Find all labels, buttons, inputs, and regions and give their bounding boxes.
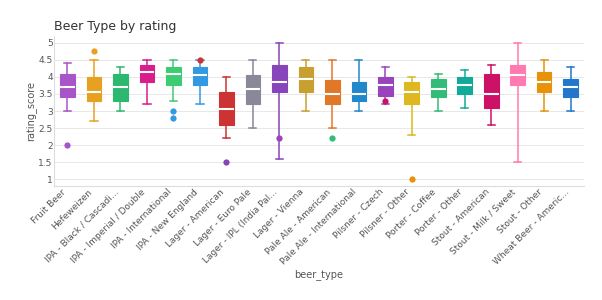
PathPatch shape: [510, 65, 525, 85]
Text: Beer Type by rating: Beer Type by rating: [54, 20, 176, 33]
PathPatch shape: [219, 92, 234, 124]
PathPatch shape: [484, 74, 498, 108]
Y-axis label: rating_score: rating_score: [25, 81, 36, 141]
PathPatch shape: [537, 72, 551, 92]
PathPatch shape: [378, 77, 393, 96]
PathPatch shape: [458, 77, 472, 94]
PathPatch shape: [113, 74, 128, 101]
PathPatch shape: [166, 67, 181, 85]
PathPatch shape: [352, 82, 366, 101]
X-axis label: beer_type: beer_type: [294, 269, 344, 281]
PathPatch shape: [87, 77, 101, 101]
PathPatch shape: [431, 79, 445, 98]
PathPatch shape: [193, 67, 207, 85]
PathPatch shape: [140, 65, 154, 82]
PathPatch shape: [246, 75, 260, 104]
PathPatch shape: [563, 79, 578, 98]
PathPatch shape: [299, 67, 313, 92]
PathPatch shape: [325, 80, 340, 104]
PathPatch shape: [272, 65, 287, 92]
PathPatch shape: [405, 82, 419, 104]
PathPatch shape: [60, 74, 75, 98]
